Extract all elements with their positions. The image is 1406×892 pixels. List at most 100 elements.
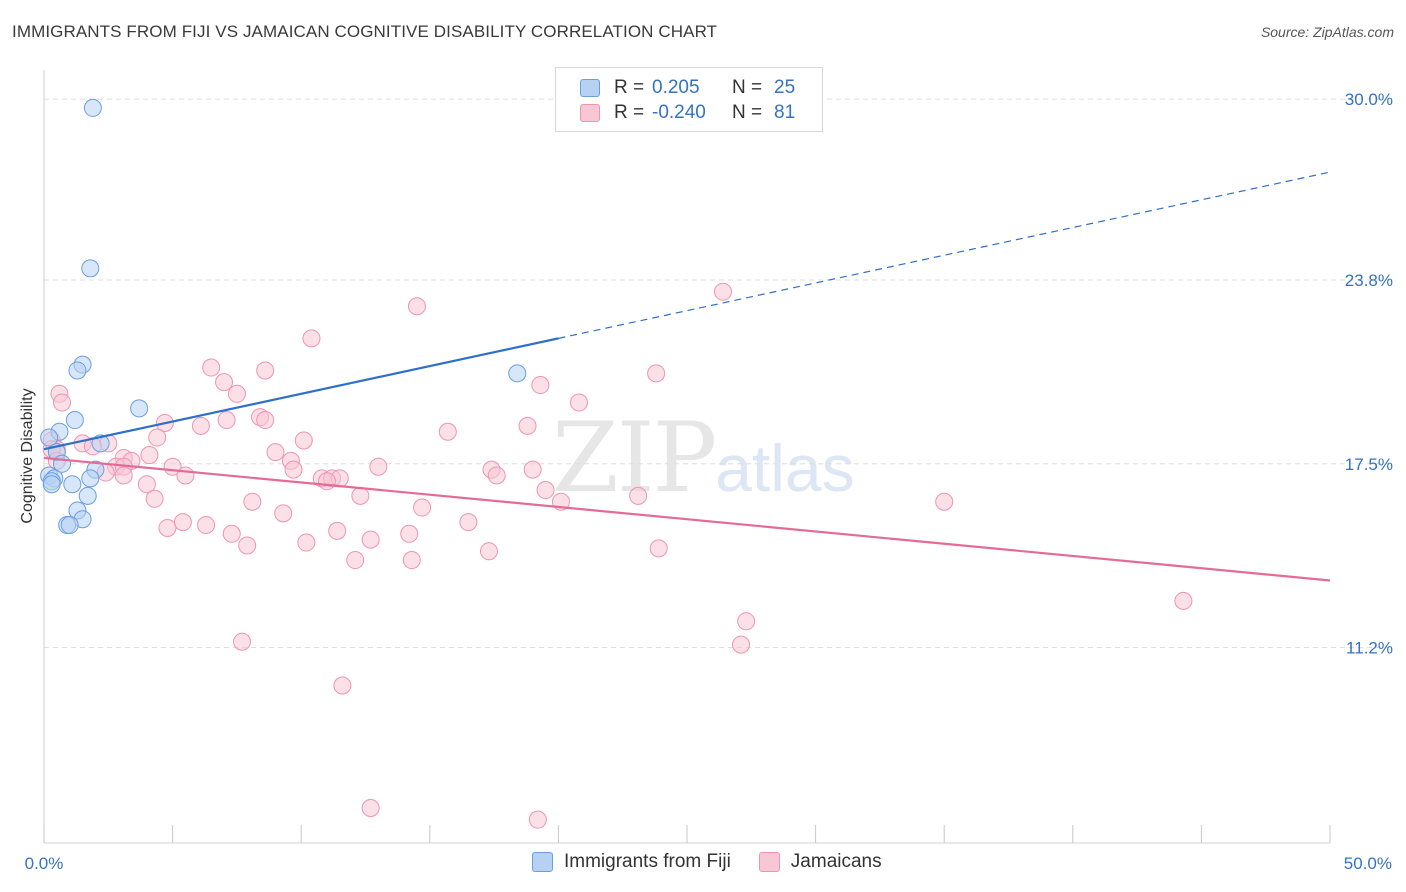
y-tick-label: 11.2% — [1346, 639, 1393, 658]
source-credit: Source: ZipAtlas.com — [1260, 24, 1394, 40]
jamaican-point — [222, 524, 241, 543]
jamaican-point — [114, 466, 133, 485]
jamaican-point — [233, 632, 252, 651]
fiji-legend-swatch — [532, 852, 553, 872]
jamaican-point — [407, 297, 426, 316]
jamaicans-swatch — [580, 104, 600, 122]
jamaican-point — [217, 411, 236, 430]
jamaican-point — [536, 481, 555, 500]
n-value-fiji: 25 — [774, 77, 796, 98]
x-tick-label-min: 0.0% — [25, 854, 64, 873]
jamaican-point — [438, 422, 457, 441]
jamaican-point — [148, 428, 167, 447]
jamaican-point — [266, 443, 285, 462]
jamaican-point — [402, 551, 421, 570]
jamaican-point — [256, 411, 275, 430]
jamaican-point — [137, 475, 156, 494]
legend-label-jamaicans: Jamaicans — [790, 851, 882, 872]
jamaican-point — [140, 446, 159, 465]
fiji-trend-extension — [558, 171, 1331, 339]
n-label: N = — [732, 102, 763, 123]
r-label: R = — [614, 102, 645, 123]
jamaican-point — [173, 513, 192, 532]
jamaican-point — [647, 364, 666, 383]
jamaicans-trend-line — [43, 456, 1331, 582]
fiji-point — [63, 475, 82, 494]
jamaican-point — [714, 282, 733, 301]
jamaican-point — [935, 492, 954, 511]
n-value-jamaicans: 81 — [774, 102, 796, 123]
x-tick-label-max: 50.0% — [1344, 854, 1392, 873]
r-label: R = — [614, 77, 645, 98]
jamaican-point — [732, 635, 751, 654]
jamaican-point — [649, 539, 668, 558]
jamaican-point — [256, 361, 275, 380]
jamaican-point — [238, 536, 257, 555]
fiji-trend-line — [43, 337, 559, 451]
series-legend: Immigrants from Fiji Jamaicans — [532, 851, 910, 873]
jamaican-point — [351, 486, 370, 505]
y-tick-label: 30.0% — [1345, 90, 1393, 109]
fiji-point — [81, 259, 100, 278]
jamaican-point — [361, 530, 380, 549]
legend-row-fiji: R = 0.205 N = 25 — [580, 76, 795, 100]
jamaican-point — [531, 376, 550, 395]
fiji-point — [83, 98, 102, 117]
jamaican-point — [176, 466, 195, 485]
jamaican-point — [569, 393, 588, 412]
jamaican-point — [294, 431, 313, 450]
fiji-point — [81, 469, 100, 488]
jamaican-point — [202, 358, 221, 377]
jamaican-point — [302, 329, 321, 348]
fiji-point — [130, 399, 149, 418]
jamaican-point — [227, 384, 246, 403]
jamaican-point — [333, 676, 352, 695]
jamaican-point — [243, 492, 262, 511]
fiji-swatch — [580, 79, 600, 97]
jamaican-point — [400, 524, 419, 543]
jamaicans-legend-swatch — [758, 852, 780, 872]
fiji-point — [78, 486, 97, 505]
jamaican-point — [361, 798, 380, 817]
fiji-point — [40, 428, 59, 447]
y-tick-label: 17.5% — [1345, 455, 1393, 474]
jamaican-point — [737, 612, 756, 631]
jamaican-point — [346, 551, 365, 570]
y-tick-label: 23.8% — [1345, 271, 1393, 290]
jamaican-point — [459, 513, 478, 532]
jamaican-point — [145, 489, 164, 508]
fiji-point — [65, 411, 84, 430]
r-value-fiji: 0.205 — [652, 77, 700, 98]
n-label: N = — [732, 77, 763, 98]
legend-item-jamaicans[interactable]: Jamaicans — [758, 851, 882, 873]
jamaican-point — [53, 393, 72, 412]
jamaican-point — [215, 373, 234, 392]
jamaican-point — [297, 533, 316, 552]
jamaican-point — [413, 498, 432, 517]
jamaican-point — [284, 460, 303, 479]
jamaican-point — [191, 416, 210, 435]
jamaican-point — [197, 516, 216, 535]
chart-title: IMMIGRANTS FROM FIJI VS JAMAICAN COGNITI… — [12, 22, 718, 41]
jamaican-point — [479, 542, 498, 561]
y-axis-label: Cognitive Disability — [19, 388, 36, 524]
fiji-point — [68, 361, 87, 380]
jamaican-point — [528, 810, 547, 829]
legend-item-fiji[interactable]: Immigrants from Fiji — [532, 851, 731, 873]
jamaican-point — [518, 416, 537, 435]
watermark-atlas: atlas — [715, 431, 855, 505]
jamaican-point — [158, 518, 177, 537]
fiji-point — [91, 434, 110, 453]
jamaican-point — [274, 504, 293, 523]
correlation-legend: R = 0.205 N = 25 R = -0.240 N = 81 — [555, 67, 823, 132]
jamaican-point — [369, 457, 388, 476]
jamaican-point — [328, 521, 347, 540]
fiji-point — [508, 364, 527, 383]
jamaican-point — [487, 466, 506, 485]
jamaican-point — [523, 460, 542, 479]
legend-label-fiji: Immigrants from Fiji — [564, 851, 731, 872]
jamaican-point — [1174, 591, 1193, 610]
jamaican-point — [317, 472, 336, 491]
r-value-jamaicans: -0.240 — [652, 102, 706, 123]
